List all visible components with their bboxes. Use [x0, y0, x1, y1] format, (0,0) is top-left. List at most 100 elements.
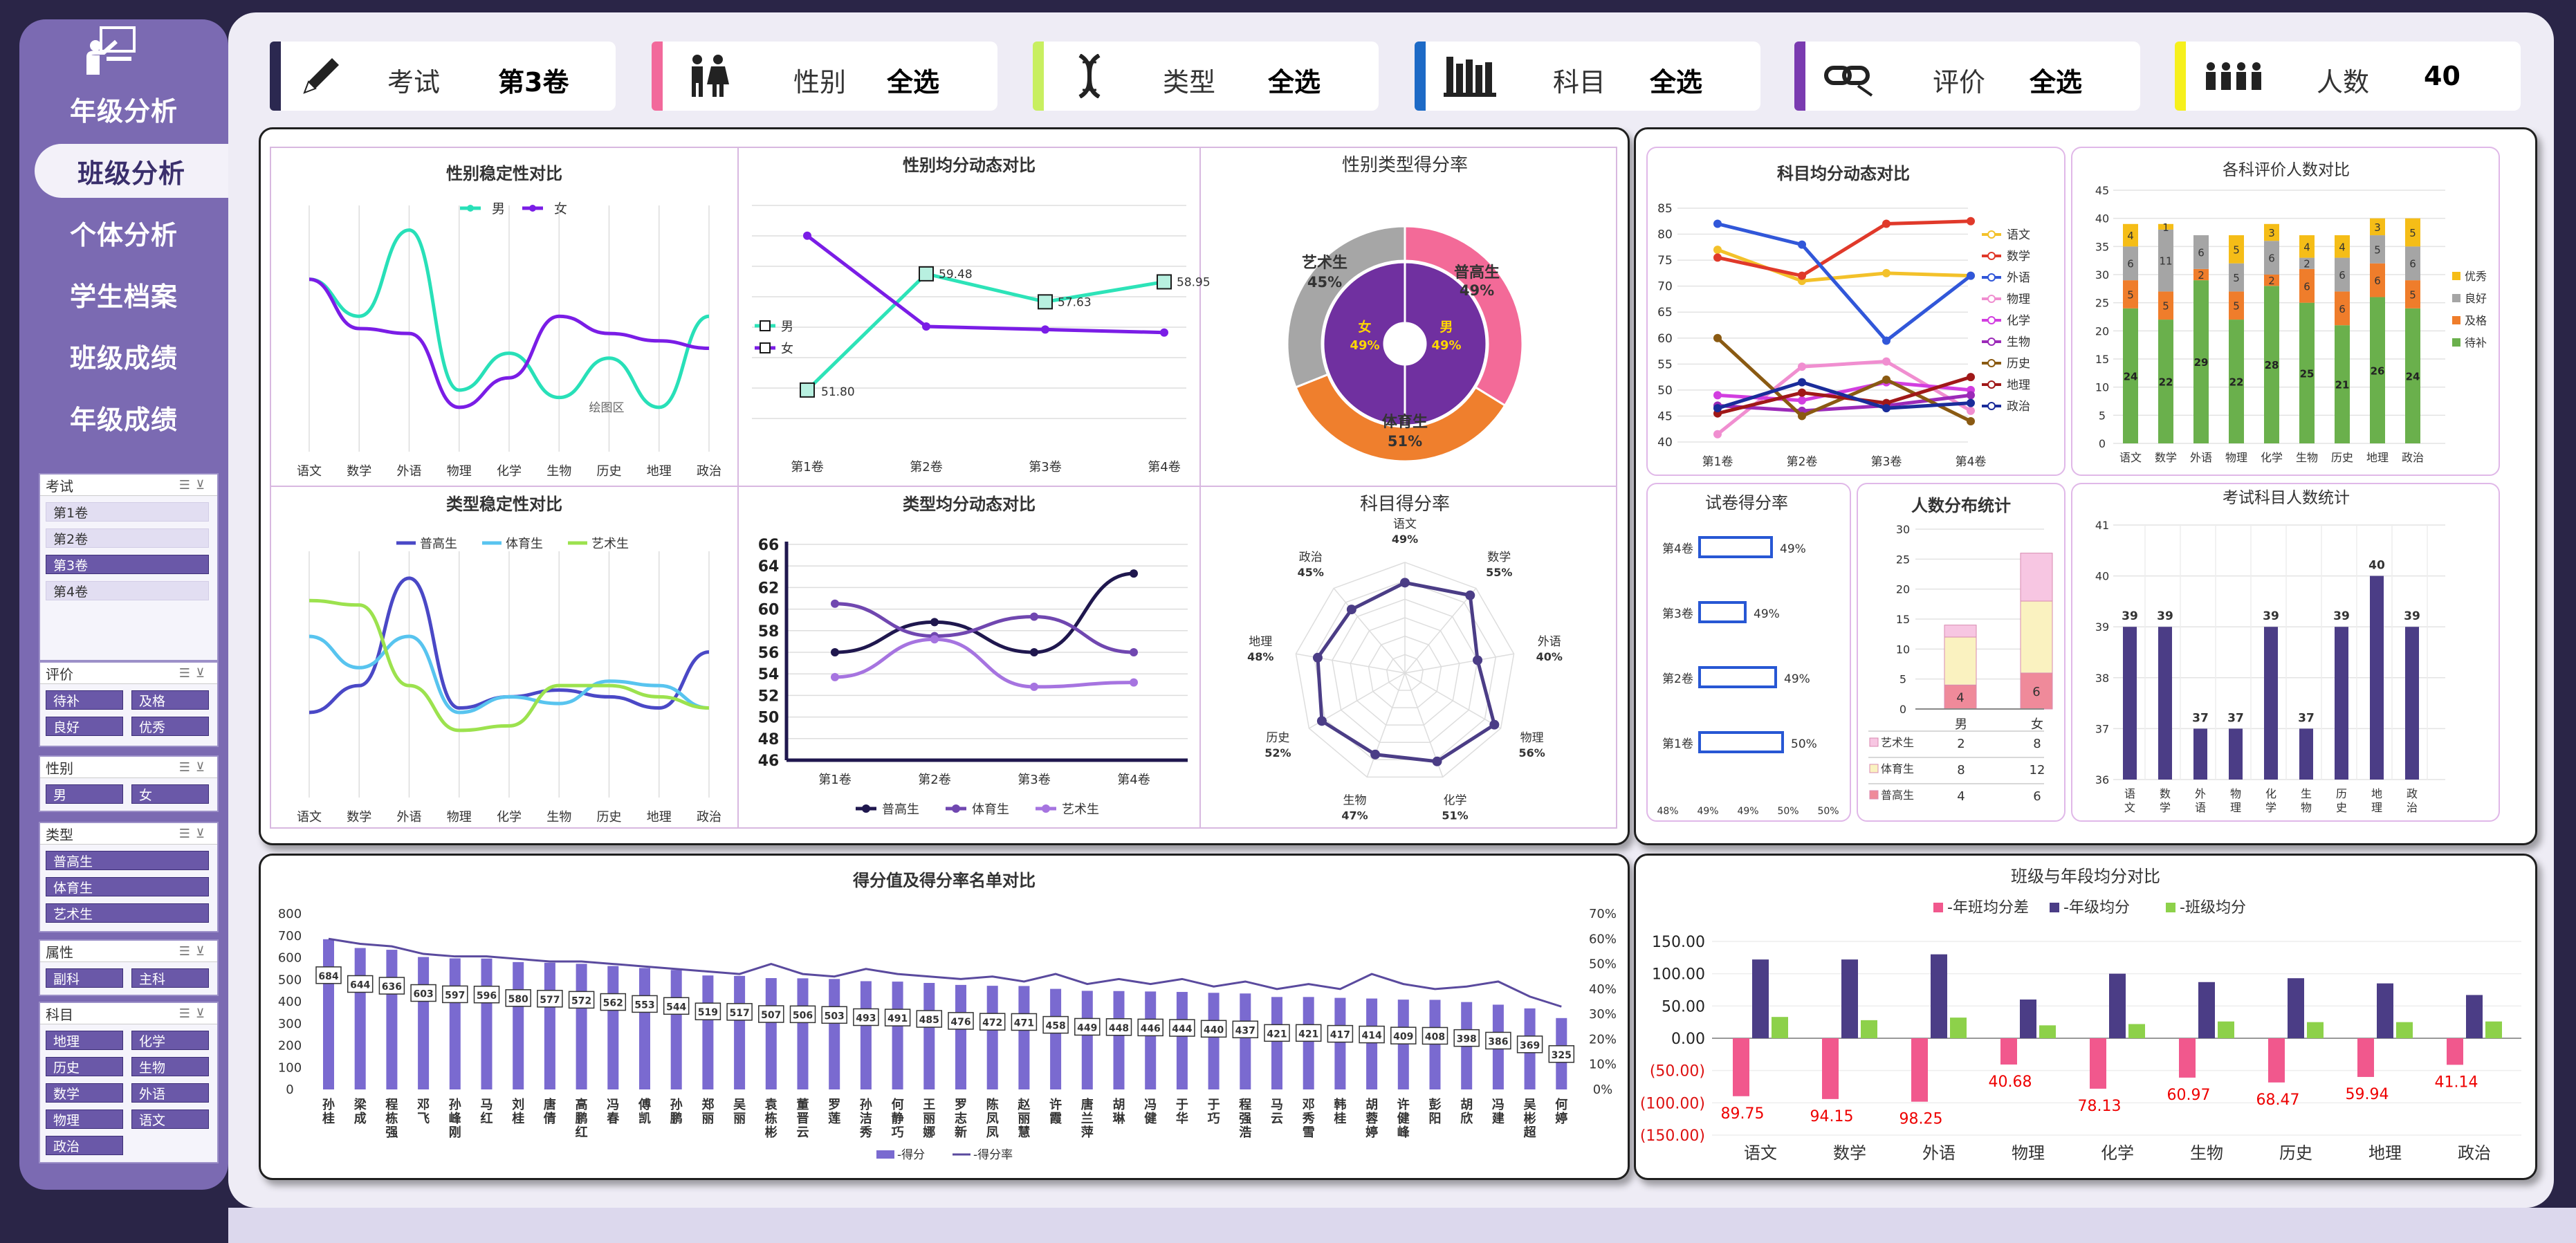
- filter-value[interactable]: 40: [2424, 61, 2460, 91]
- slicer-item[interactable]: 数学: [46, 1083, 123, 1103]
- y-tick-label: 62: [758, 580, 780, 597]
- slicer-item[interactable]: 体育生: [46, 877, 209, 896]
- slicer-item[interactable]: 艺术生: [46, 903, 209, 923]
- slicer-item[interactable]: 副科: [46, 968, 123, 988]
- slicer-item[interactable]: 化学: [131, 1031, 209, 1050]
- x-tick-label: 第3卷: [1018, 773, 1050, 787]
- data-label: 39: [2122, 609, 2138, 623]
- filter-icon[interactable]: ☰⊻: [178, 1006, 210, 1021]
- filter-card-性别[interactable]: 性别 全选: [652, 42, 997, 111]
- slicer-item[interactable]: 主科: [131, 968, 209, 988]
- slicer-item[interactable]: 女: [131, 784, 209, 804]
- series-line-女: [806, 234, 1165, 335]
- slicer-item[interactable]: 普高生: [46, 851, 209, 870]
- filter-card-考试[interactable]: 考试 第3卷: [270, 42, 616, 111]
- stacked-bar-segment: [2264, 275, 2279, 286]
- legend-label: -得分率: [973, 1148, 1013, 1162]
- stacked-bar-segment: [2123, 246, 2138, 281]
- legend-swatch: [2166, 903, 2175, 912]
- nav-item-3[interactable]: 个体分析: [69, 219, 178, 250]
- filter-label: 评价: [1933, 67, 1986, 98]
- slicer-item[interactable]: 历史: [46, 1057, 123, 1076]
- slicer-item[interactable]: 物理: [46, 1110, 123, 1129]
- slicer-header: 评价 ☰⊻: [40, 663, 217, 684]
- filter-value[interactable]: 全选: [1268, 67, 1321, 98]
- data-label-box: [1105, 1018, 1132, 1036]
- y-tick-label: 20: [2095, 324, 2109, 338]
- table-header: 男: [1955, 717, 1967, 732]
- chart-title: 考试科目人数统计: [2223, 489, 2350, 507]
- data-point: [1882, 268, 1890, 277]
- filter-icon[interactable]: ☰⊻: [178, 826, 210, 841]
- slicer-item[interactable]: 第1卷: [46, 502, 209, 522]
- data-point: [831, 672, 839, 681]
- filter-icon[interactable]: ☰⊻: [178, 477, 210, 492]
- data-label-box: [884, 1009, 911, 1026]
- nav-item-2[interactable]: 班级分析: [35, 144, 228, 198]
- filter-value[interactable]: 全选: [1650, 67, 1703, 98]
- nav-item-6[interactable]: 年级成绩: [69, 404, 178, 435]
- filter-icon[interactable]: ☰⊻: [178, 943, 210, 959]
- filter-card-人数[interactable]: 人数 40: [2175, 42, 2521, 111]
- filter-label: 类型: [1163, 67, 1216, 98]
- filter-value[interactable]: 全选: [887, 67, 940, 98]
- data-label: 4: [2339, 241, 2346, 253]
- slice-label: 普高生: [1454, 264, 1500, 282]
- slicer-item[interactable]: 优秀: [131, 717, 209, 736]
- x-tick-label: 语: [2195, 801, 2206, 814]
- x-tick-label: 云: [797, 1125, 809, 1140]
- slicer-item[interactable]: 待补: [46, 690, 123, 710]
- data-point: [1798, 388, 1806, 397]
- x-tick-label: 红: [576, 1125, 588, 1140]
- slicer-item[interactable]: 语文: [131, 1110, 209, 1129]
- x-tick-label: 语文: [1744, 1143, 1777, 1163]
- slicer-item[interactable]: 第4卷: [46, 581, 209, 600]
- slicer-item[interactable]: 第2卷: [46, 528, 209, 548]
- slicer-item[interactable]: 男: [46, 784, 123, 804]
- slicer-item[interactable]: 良好: [46, 717, 123, 736]
- legend-label: 外语: [2007, 271, 2030, 285]
- x-tick-label: 49%: [1737, 806, 1758, 817]
- stacked-bar-segment: [2370, 218, 2385, 236]
- slicer-item[interactable]: 及格: [131, 690, 209, 710]
- filter-value[interactable]: 全选: [2030, 67, 2083, 98]
- legend-swatch: [2452, 338, 2460, 347]
- legend-marker: [862, 804, 870, 813]
- nav-item-1[interactable]: 年级分析: [69, 95, 178, 127]
- slicer-item[interactable]: 生物: [131, 1057, 209, 1076]
- y-tick-label: 200: [278, 1039, 302, 1053]
- filter-icon[interactable]: ☰⊻: [178, 759, 210, 775]
- data-point: [1967, 416, 1975, 425]
- nav-item-4[interactable]: 学生档案: [69, 281, 178, 312]
- x-tick-label: 桂: [1333, 1111, 1346, 1126]
- slicer-item[interactable]: 地理: [46, 1031, 123, 1050]
- y-tick-label: 41: [2095, 519, 2109, 532]
- data-point: [1030, 682, 1038, 691]
- bar: [1698, 731, 1784, 753]
- y-tick-label: 64: [758, 558, 780, 576]
- data-point: [1160, 328, 1168, 337]
- x-tick-label: 外语: [397, 464, 422, 479]
- y-tick-label: 5: [2099, 409, 2106, 422]
- slicer-item[interactable]: 第3卷: [46, 555, 209, 574]
- y-tick-label: 80: [1657, 228, 1673, 242]
- slicer-item[interactable]: 政治: [46, 1136, 123, 1155]
- stacked-bar-segment: [2229, 235, 2244, 264]
- filter-value[interactable]: 第3卷: [498, 67, 569, 98]
- data-point: [1967, 406, 1975, 415]
- data-label: 421: [1267, 1029, 1287, 1040]
- filter-card-评价[interactable]: 评价 全选: [1794, 42, 2140, 111]
- x-tick-label: 于: [1176, 1098, 1188, 1112]
- data-point: [1489, 719, 1500, 730]
- filter-icon[interactable]: ☰⊻: [178, 665, 210, 681]
- table-cell: 12: [2030, 763, 2045, 777]
- filter-card-类型[interactable]: 类型 全选: [1033, 42, 1379, 111]
- x-tick-label: 萍: [1081, 1125, 1094, 1140]
- bar: [386, 950, 398, 1089]
- bar: [2123, 627, 2137, 780]
- slicer-item[interactable]: 外语: [131, 1083, 209, 1103]
- nav-item-5[interactable]: 班级成绩: [69, 342, 178, 374]
- filter-card-科目[interactable]: 科目 全选: [1415, 42, 1760, 111]
- y-tick-label: 30: [2095, 268, 2109, 282]
- y-tick-label: 55: [1657, 358, 1673, 371]
